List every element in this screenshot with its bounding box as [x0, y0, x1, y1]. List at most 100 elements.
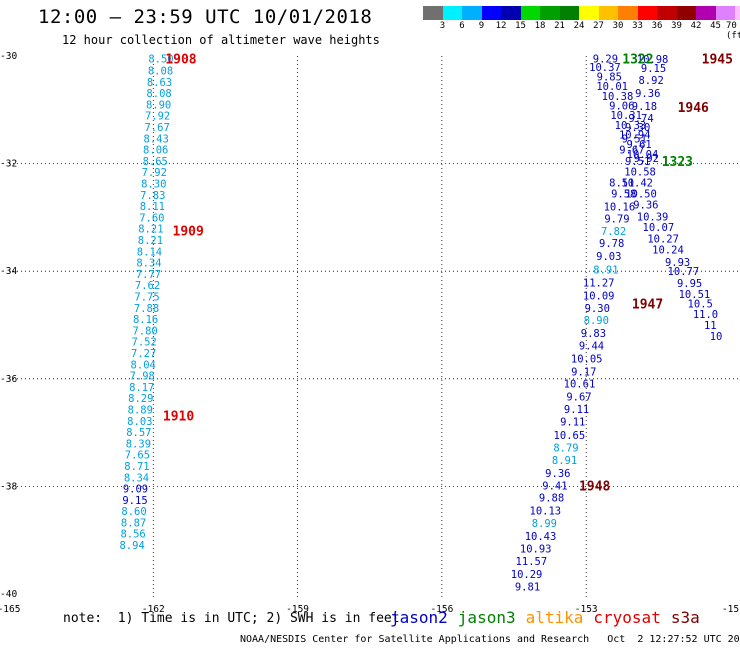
- wave-height-value: 9.79: [604, 213, 629, 225]
- wave-height-value: 8.14: [137, 246, 162, 258]
- colorbar-swatch: [501, 6, 521, 20]
- wave-height-value: 9.36: [545, 468, 570, 480]
- satellite-legend-s3a: s3a: [670, 608, 700, 627]
- wave-height-value: 9.83: [581, 328, 606, 340]
- wave-height-value: 9.18: [632, 101, 657, 113]
- wave-height-value: 9.36: [633, 199, 658, 211]
- wave-height-value: 7.67: [144, 122, 169, 134]
- wave-height-value: 8.90: [146, 99, 171, 111]
- lat-tick-label: -36: [0, 374, 17, 385]
- lat-tick-label: -32: [0, 159, 17, 170]
- wave-height-value: 10.50: [625, 189, 657, 201]
- wave-height-value: 8.43: [144, 133, 169, 145]
- wave-height-value: 7.88: [134, 303, 159, 315]
- wave-height-value: 10.13: [530, 506, 562, 518]
- wave-height-value: 10.93: [520, 543, 552, 555]
- wave-height-value: 9.85: [597, 71, 622, 83]
- wave-height-value: 10.27: [647, 233, 679, 245]
- wave-height-value: 10.61: [564, 379, 596, 391]
- wave-height-value: 8.60: [121, 506, 146, 518]
- wave-height-value: 8.21: [138, 235, 163, 247]
- credit-line: NOAA/NESDIS Center for Satellite Applica…: [240, 634, 740, 645]
- wave-height-value: 8.90: [584, 315, 609, 327]
- lat-tick-label: -38: [0, 481, 17, 492]
- lat-tick-label: -34: [0, 266, 17, 277]
- wave-height-value: 9.67: [566, 392, 591, 404]
- satellite-legend: jason2 jason3 altika cryosat s3a: [390, 608, 710, 627]
- wave-height-value: 8.21: [138, 224, 163, 236]
- colorbar-swatch: [423, 6, 443, 20]
- colorbar-label: 18: [534, 21, 546, 31]
- wave-height-value: 9.67: [619, 145, 644, 157]
- colorbar-label: 3: [439, 21, 446, 31]
- wave-height-value: 9.30: [585, 303, 610, 315]
- colorbar-label: 42: [690, 21, 702, 31]
- wave-height-value: 9.51: [625, 156, 650, 168]
- colorbar-swatch: [442, 6, 462, 20]
- wave-height-value: 7.62: [135, 280, 160, 292]
- wave-height-value: 7.77: [136, 269, 161, 281]
- colorbar-swatch: [715, 6, 735, 20]
- pass-time-label: 1323: [662, 155, 693, 170]
- pass-time-label: 1908: [165, 53, 196, 68]
- wave-height-value: 11: [704, 320, 717, 332]
- colorbar-label: 45: [710, 21, 721, 31]
- satellite-legend-cryosat: cryosat: [593, 608, 661, 627]
- wave-height-value: 9.51: [622, 133, 647, 145]
- colorbar-swatch: [598, 6, 618, 20]
- map-subtitle: 12 hour collection of altimeter wave hei…: [62, 33, 380, 47]
- wave-height-value: 7.92: [145, 111, 170, 123]
- lon-tick-label: -15: [722, 604, 739, 615]
- wave-height-value: 7.98: [130, 371, 155, 383]
- wave-height-value: 9.09: [123, 484, 148, 496]
- satellite-legend-jason2: jason2: [390, 608, 448, 627]
- wave-height-value: 8.92: [638, 75, 663, 87]
- colorbar-label: 33: [632, 21, 643, 31]
- wave-height-value: 8.87: [121, 517, 146, 529]
- wave-height-value: 11.27: [583, 277, 615, 289]
- wave-height-value: 9.17: [571, 366, 596, 378]
- wave-height-value: 10.38: [602, 91, 634, 103]
- colorbar-swatch: [520, 6, 540, 20]
- wave-height-value: 9.74: [628, 113, 653, 125]
- wave-height-value: 9.92: [634, 153, 659, 165]
- lon-tick-label: -156: [430, 604, 453, 615]
- wave-height-value: 9.95: [677, 278, 702, 290]
- wave-height-value: 10.04: [627, 149, 659, 161]
- wave-height-value: 7.75: [134, 291, 159, 303]
- wave-height-value: 8.57: [126, 427, 151, 439]
- wave-height-value: 9.78: [599, 238, 624, 250]
- wave-height-value: 8.51: [609, 177, 634, 189]
- colorbar-swatch: [735, 6, 740, 20]
- units-note: note: 1) Time is in UTC; 2) SWH is in fe…: [63, 611, 400, 626]
- lon-tick-label: -153: [575, 604, 598, 615]
- colorbar-swatch: [637, 6, 657, 20]
- wave-height-value: 10.42: [621, 177, 653, 189]
- colorbar-label: 21: [554, 21, 565, 31]
- pass-time-label: 1948: [579, 479, 610, 494]
- colorbar-label: 30: [612, 21, 624, 31]
- wave-height-value: 9.93: [665, 257, 690, 269]
- wave-height-value: 9.36: [635, 88, 660, 100]
- colorbar-swatch: [462, 6, 482, 20]
- wave-height-value: 8.79: [553, 443, 578, 455]
- wave-height-value: 10.16: [604, 202, 636, 214]
- wave-height-value: 11.57: [516, 556, 548, 568]
- wave-height-value: 8.04: [131, 359, 156, 371]
- wave-height-colorbar: [423, 6, 740, 20]
- wave-height-value: 11.0: [693, 309, 718, 321]
- wave-height-value: 8.03: [127, 416, 152, 428]
- pass-time-label: 1945: [702, 53, 733, 68]
- colorbar-swatch: [540, 6, 560, 20]
- wave-height-value: 8.16: [133, 314, 158, 326]
- wave-height-value: 8.94: [119, 540, 144, 552]
- wave-height-value: 9.29: [593, 54, 618, 66]
- wave-height-value: 8.39: [126, 438, 151, 450]
- wave-height-value: 9.61: [626, 139, 651, 151]
- wave-height-value: 10.58: [624, 167, 656, 179]
- colorbar-label: 27: [593, 21, 604, 31]
- wave-height-value: 9.58: [611, 189, 636, 201]
- colorbar-label: 12: [495, 21, 507, 31]
- wave-height-value: 8.71: [124, 461, 149, 473]
- wave-height-value: 7.27: [131, 348, 156, 360]
